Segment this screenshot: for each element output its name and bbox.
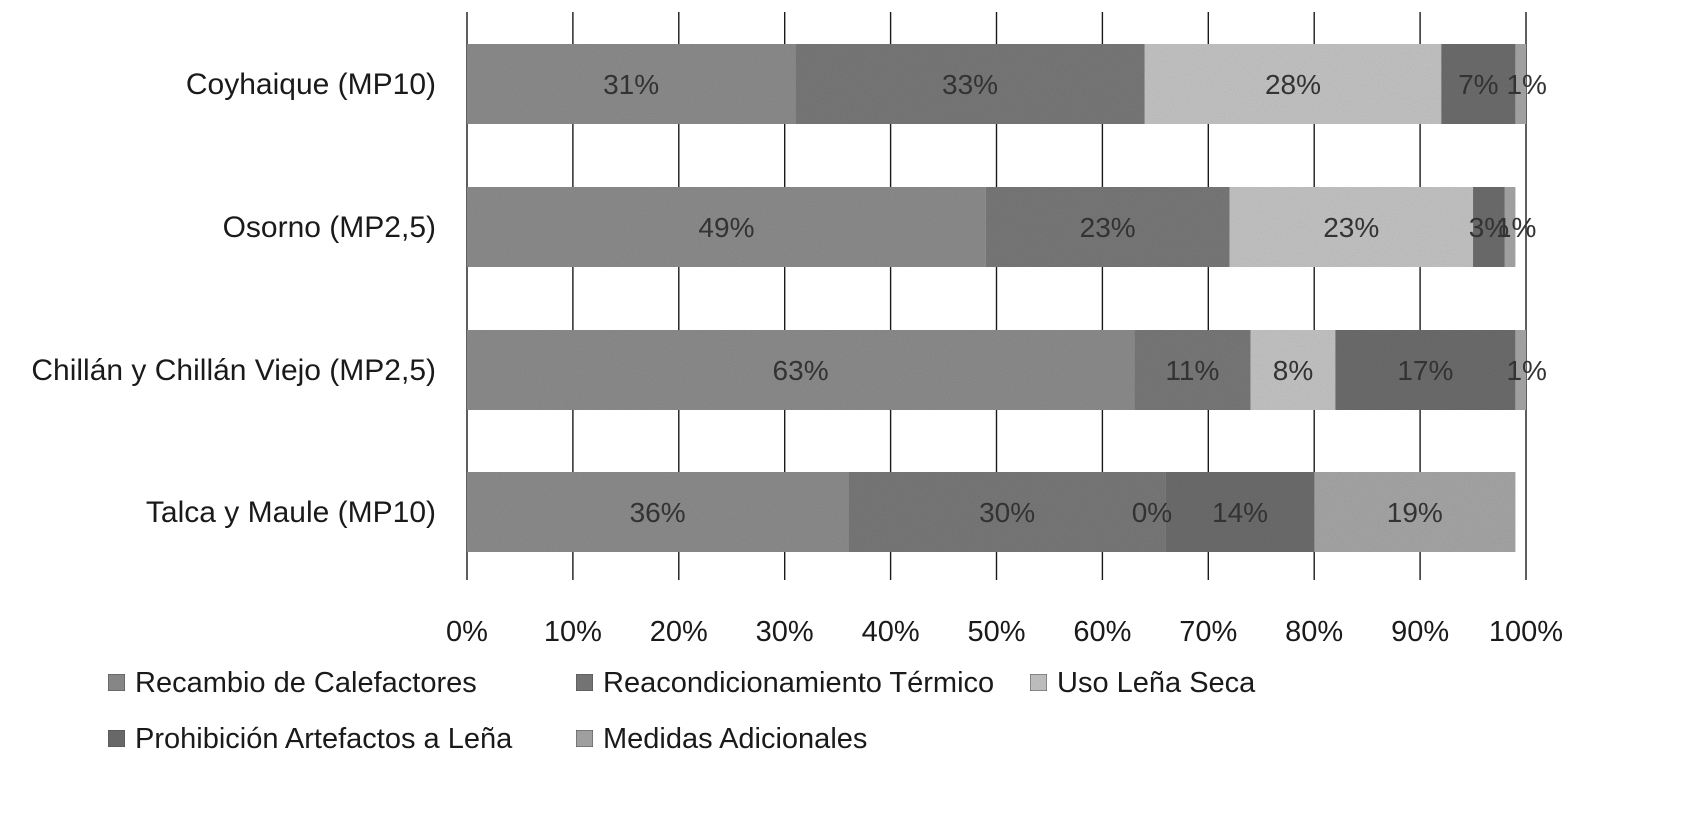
data-label: 1% <box>1506 69 1546 100</box>
legend-label: Medidas Adicionales <box>603 723 867 755</box>
data-label: 1% <box>1506 355 1546 386</box>
legend-label: Reacondicionamiento Térmico <box>603 667 994 699</box>
x-tick-label: 10% <box>544 616 602 648</box>
data-label: 8% <box>1273 355 1313 386</box>
bar-segment <box>985 187 1230 267</box>
bar-segment <box>467 44 796 124</box>
x-tick-label: 40% <box>862 616 920 648</box>
data-label: 33% <box>942 69 998 100</box>
data-label: 11% <box>1165 355 1219 386</box>
data-label: 1% <box>1496 212 1536 243</box>
x-tick-label: 0% <box>446 616 488 648</box>
x-tick-label: 20% <box>650 616 708 648</box>
x-tick-label: 90% <box>1391 616 1449 648</box>
data-label: 7% <box>1458 69 1498 100</box>
bar-segment <box>848 472 1166 552</box>
legend: Recambio de Calefactores Reacondicionamie… <box>107 667 1256 755</box>
data-label: 28% <box>1265 69 1321 100</box>
data-label: 30% <box>979 497 1035 528</box>
legend-item: Recambio de Calefactores <box>107 667 477 699</box>
data-label: 0% <box>1132 497 1172 528</box>
data-label: 3% <box>1469 212 1509 243</box>
bar-segment <box>795 44 1145 124</box>
bar-segment <box>1314 472 1516 552</box>
category-label: Osorno (MP2,5) <box>223 211 436 244</box>
bar-segment <box>1165 472 1315 552</box>
data-label: 14% <box>1212 497 1268 528</box>
category-label: Chillán y Chillán Viejo (MP2,5) <box>31 354 436 387</box>
x-tick-label: 100% <box>1489 616 1563 648</box>
data-label: 49% <box>698 212 754 243</box>
data-label: 31% <box>603 69 659 100</box>
data-label: 23% <box>1080 212 1136 243</box>
data-label: 36% <box>630 497 686 528</box>
bar-segment <box>467 330 1135 410</box>
x-tick-label: 30% <box>756 616 814 648</box>
bar-segment <box>1441 44 1516 124</box>
x-tick-label: 80% <box>1285 616 1343 648</box>
bar-segment <box>467 472 849 552</box>
legend-label: Uso Leña Seca <box>1057 667 1256 699</box>
legend-item: Reacondicionamiento Térmico <box>575 667 994 699</box>
bar-segment <box>1515 330 1526 410</box>
bar-segment <box>1473 187 1505 267</box>
bar-segment <box>1229 187 1474 267</box>
legend-item: Uso Leña Seca <box>1029 667 1256 699</box>
category-label: Talca y Maule (MP10) <box>146 496 436 529</box>
legend-label: Recambio de Calefactores <box>135 667 477 699</box>
data-label: 19% <box>1387 497 1443 528</box>
legend-item: Medidas Adicionales <box>575 723 867 755</box>
bar-segment <box>1250 330 1336 410</box>
data-label: 63% <box>773 355 829 386</box>
legend-label: Prohibición Artefactos a Leña <box>135 723 513 755</box>
legend-item: Prohibición Artefactos a Leña <box>107 723 513 755</box>
x-axis-ticks: 0% 10% 20% 30% 40% 50% 60% 70% 80% 90% 100% <box>446 616 1563 648</box>
data-label: 23% <box>1323 212 1379 243</box>
bars: 31% 33% 28% 7% 1%49% 23% 23% 3%1%63% 11% 8% 17% 1%3… <box>467 44 1547 552</box>
data-label: 17% <box>1397 355 1453 386</box>
bar-segment <box>1504 187 1516 267</box>
bar-segment <box>1144 44 1442 124</box>
bar-segment <box>467 187 986 267</box>
legend-swatch <box>575 729 594 748</box>
x-tick-label: 50% <box>967 616 1025 648</box>
bar-segment <box>1134 330 1251 410</box>
bar-segment <box>1515 44 1526 124</box>
legend-swatch <box>107 729 126 748</box>
legend-swatch <box>1029 673 1048 692</box>
x-tick-label: 70% <box>1179 616 1237 648</box>
category-labels: Coyhaique (MP10) Osorno (MP2,5) Chillán y … <box>31 68 436 529</box>
legend-swatch <box>575 673 594 692</box>
legend-swatch <box>107 673 126 692</box>
bar-segment <box>1335 330 1516 410</box>
category-label: Coyhaique (MP10) <box>186 68 436 101</box>
x-tick-label: 60% <box>1073 616 1131 648</box>
